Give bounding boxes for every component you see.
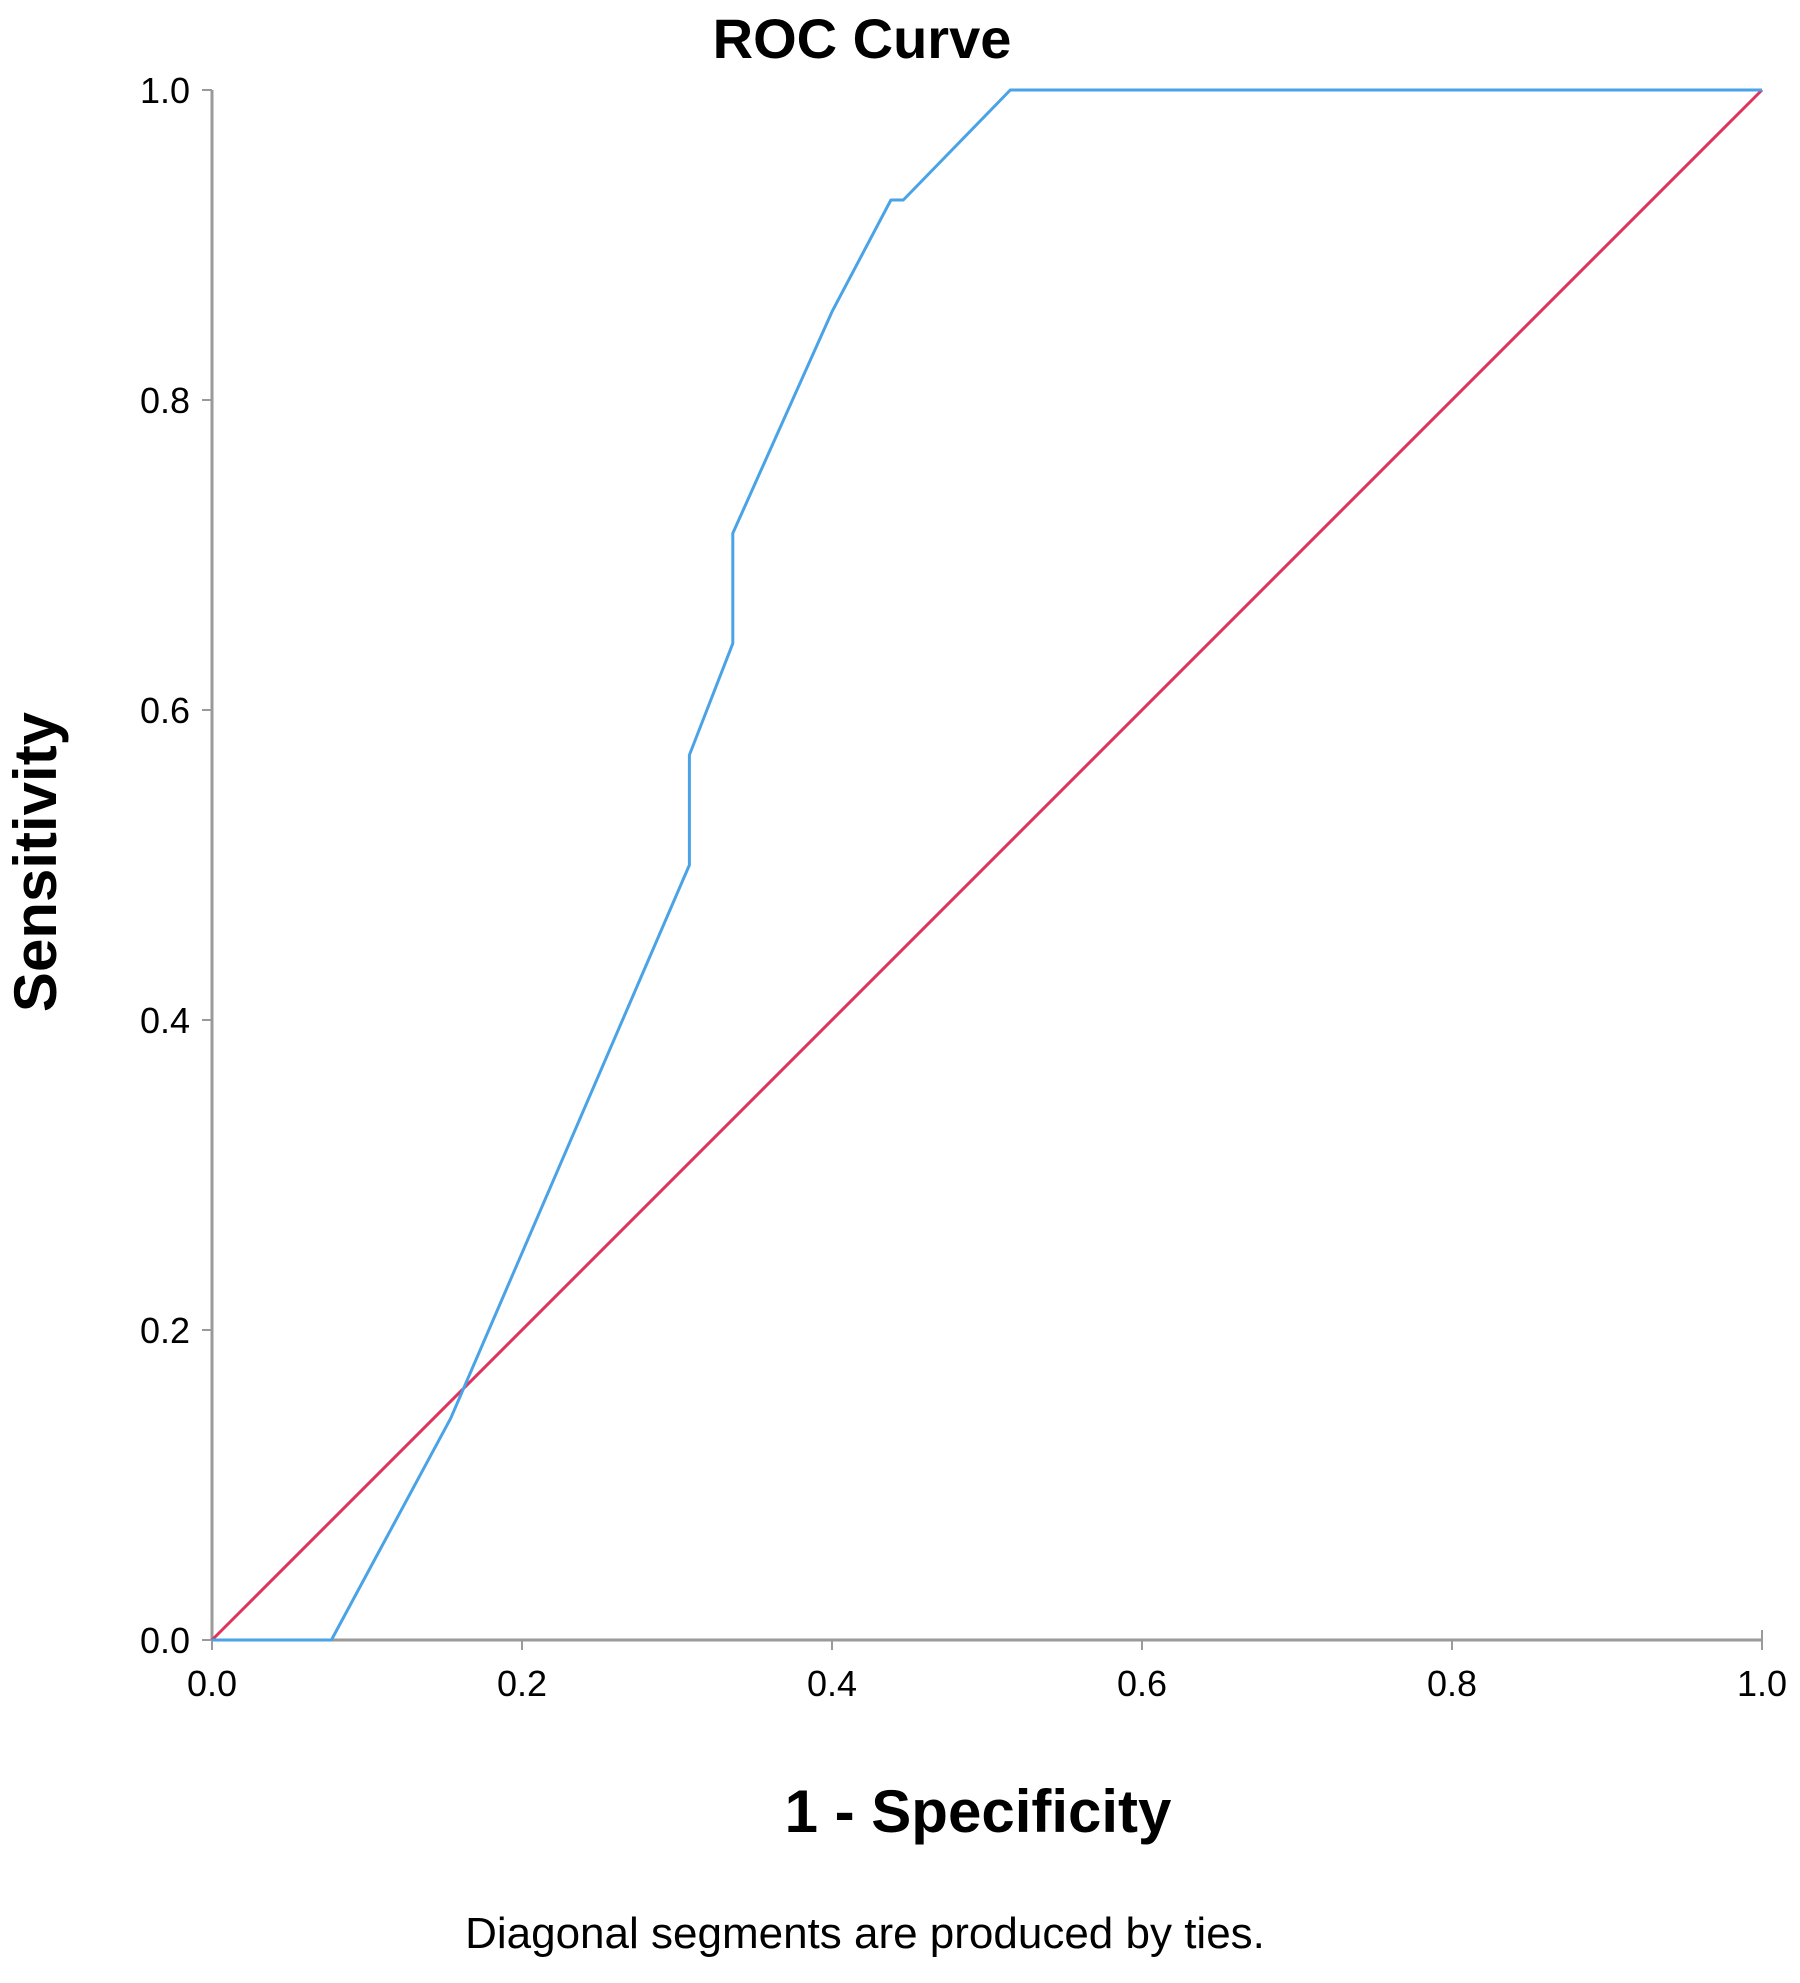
y-tick-label: 0.0 (140, 1620, 190, 1661)
y-tick-label: 1.0 (140, 70, 190, 111)
reference-diagonal-line (210, 88, 1764, 1642)
y-tick-label: 0.4 (140, 1000, 190, 1041)
x-tick-label: 0.2 (497, 1663, 547, 1704)
x-tick-label: 0.6 (1117, 1663, 1167, 1704)
x-tick-label: 0.4 (807, 1663, 857, 1704)
x-tick-label: 1.0 (1737, 1663, 1787, 1704)
chart-title: ROC Curve (713, 7, 1012, 70)
y-axis-ticks: 0.0 0.2 0.4 0.6 0.8 1.0 (140, 70, 212, 1661)
x-tick-label: 0.0 (187, 1663, 237, 1704)
y-tick-label: 0.6 (140, 690, 190, 731)
x-axis-title: 1 - Specificity (785, 1778, 1172, 1845)
chart-footnote: Diagonal segments are produced by ties. (465, 1909, 1265, 1958)
roc-curve-line (212, 88, 1762, 1642)
x-axis-ticks: 0.0 0.2 0.4 0.6 0.8 1.0 (187, 1640, 1787, 1704)
series-layer (210, 88, 1764, 1642)
y-axis-title: Sensitivity (2, 711, 69, 1012)
y-tick-label: 0.2 (140, 1310, 190, 1351)
x-tick-label: 0.8 (1427, 1663, 1477, 1704)
y-tick-label: 0.8 (140, 380, 190, 421)
